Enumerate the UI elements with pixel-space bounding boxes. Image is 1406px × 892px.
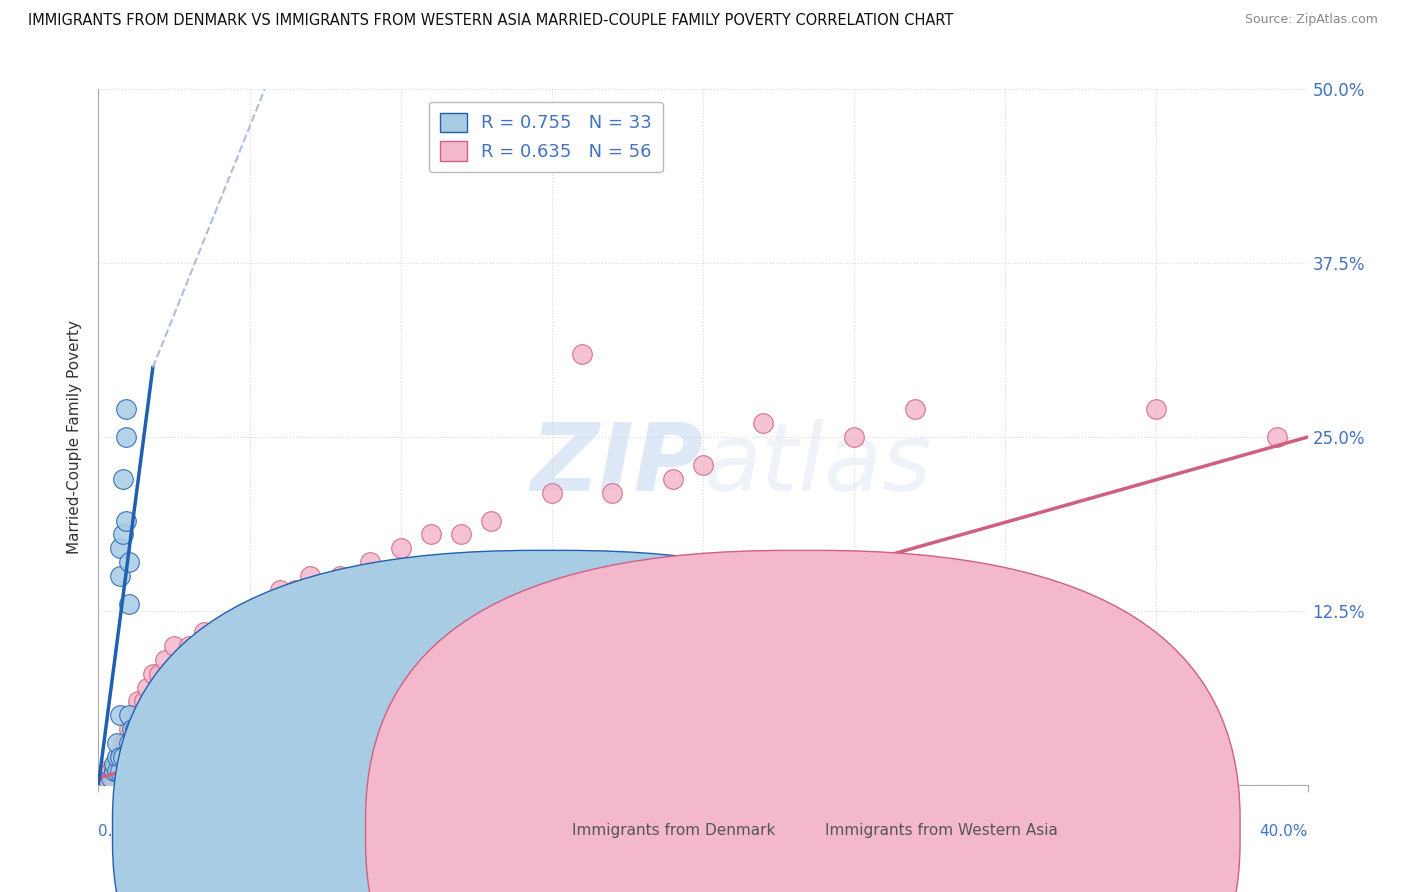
- Point: [118, 708, 141, 723]
- Point: [121, 723, 143, 737]
- Point: [127, 778, 149, 792]
- Point: [111, 472, 134, 486]
- Text: IMMIGRANTS FROM DENMARK VS IMMIGRANTS FROM WESTERN ASIA MARRIED-COUPLE FAMILY PO: IMMIGRANTS FROM DENMARK VS IMMIGRANTS FR…: [28, 13, 953, 29]
- Point: [96, 764, 118, 778]
- Point: [602, 485, 624, 500]
- Point: [142, 666, 165, 681]
- Legend: R = 0.755   N = 33, R = 0.635   N = 56: R = 0.755 N = 33, R = 0.635 N = 56: [429, 102, 662, 172]
- Point: [253, 597, 276, 611]
- Point: [127, 694, 149, 708]
- Point: [299, 569, 322, 583]
- Point: [105, 736, 128, 750]
- Point: [284, 583, 307, 598]
- Point: [1267, 430, 1289, 444]
- Point: [153, 653, 176, 667]
- Point: [108, 569, 131, 583]
- Point: [105, 757, 128, 772]
- Text: Immigrants from Western Asia: Immigrants from Western Asia: [825, 823, 1059, 838]
- Point: [124, 723, 146, 737]
- Point: [118, 750, 141, 764]
- Point: [752, 416, 775, 430]
- Point: [118, 597, 141, 611]
- Point: [124, 708, 146, 723]
- Point: [127, 750, 149, 764]
- Point: [108, 541, 131, 556]
- Point: [132, 694, 155, 708]
- Point: [111, 750, 134, 764]
- Point: [96, 771, 118, 785]
- Point: [481, 514, 503, 528]
- Point: [114, 736, 136, 750]
- Point: [179, 639, 201, 653]
- Point: [284, 764, 307, 778]
- Point: [420, 527, 443, 541]
- Point: [163, 639, 186, 653]
- Point: [269, 583, 291, 598]
- Point: [108, 708, 131, 723]
- Point: [121, 750, 143, 764]
- Point: [239, 778, 262, 792]
- Point: [224, 624, 246, 639]
- Point: [114, 402, 136, 417]
- Point: [1144, 402, 1167, 417]
- Text: 0.0%: 0.0%: [98, 824, 138, 838]
- Point: [450, 527, 472, 541]
- Point: [105, 750, 128, 764]
- Point: [118, 723, 141, 737]
- Point: [124, 723, 146, 737]
- Point: [172, 653, 194, 667]
- Point: [208, 624, 231, 639]
- Point: [103, 757, 125, 772]
- Point: [571, 346, 593, 360]
- Point: [111, 750, 134, 764]
- Point: [103, 764, 125, 778]
- Point: [108, 764, 131, 778]
- Point: [148, 778, 170, 792]
- Point: [105, 764, 128, 778]
- Text: atlas: atlas: [703, 419, 931, 510]
- Point: [148, 666, 170, 681]
- Point: [100, 764, 122, 778]
- Point: [692, 458, 714, 472]
- Point: [163, 778, 186, 792]
- Point: [93, 778, 115, 792]
- Point: [184, 639, 207, 653]
- Point: [114, 430, 136, 444]
- Point: [108, 750, 131, 764]
- Text: Immigrants from Denmark: Immigrants from Denmark: [572, 823, 776, 838]
- Point: [844, 430, 866, 444]
- Point: [108, 750, 131, 764]
- Point: [114, 514, 136, 528]
- Point: [90, 778, 112, 792]
- Point: [135, 681, 157, 695]
- Text: ZIP: ZIP: [530, 419, 703, 511]
- Point: [100, 771, 122, 785]
- Point: [105, 764, 128, 778]
- Point: [111, 736, 134, 750]
- Text: 40.0%: 40.0%: [1260, 824, 1308, 838]
- Text: Source: ZipAtlas.com: Source: ZipAtlas.com: [1244, 13, 1378, 27]
- Point: [1024, 583, 1046, 598]
- Point: [661, 472, 683, 486]
- Point: [172, 778, 194, 792]
- Point: [118, 736, 141, 750]
- Point: [103, 771, 125, 785]
- Point: [118, 555, 141, 569]
- Point: [103, 764, 125, 778]
- Point: [540, 485, 562, 500]
- Point: [108, 750, 131, 764]
- Point: [193, 624, 215, 639]
- Point: [93, 771, 115, 785]
- Point: [132, 778, 155, 792]
- Point: [100, 764, 122, 778]
- Point: [118, 736, 141, 750]
- Point: [360, 555, 382, 569]
- Y-axis label: Married-Couple Family Poverty: Married-Couple Family Poverty: [67, 320, 83, 554]
- Point: [329, 569, 352, 583]
- Point: [202, 639, 225, 653]
- Point: [111, 527, 134, 541]
- Point: [239, 611, 262, 625]
- Point: [904, 402, 927, 417]
- Point: [389, 541, 412, 556]
